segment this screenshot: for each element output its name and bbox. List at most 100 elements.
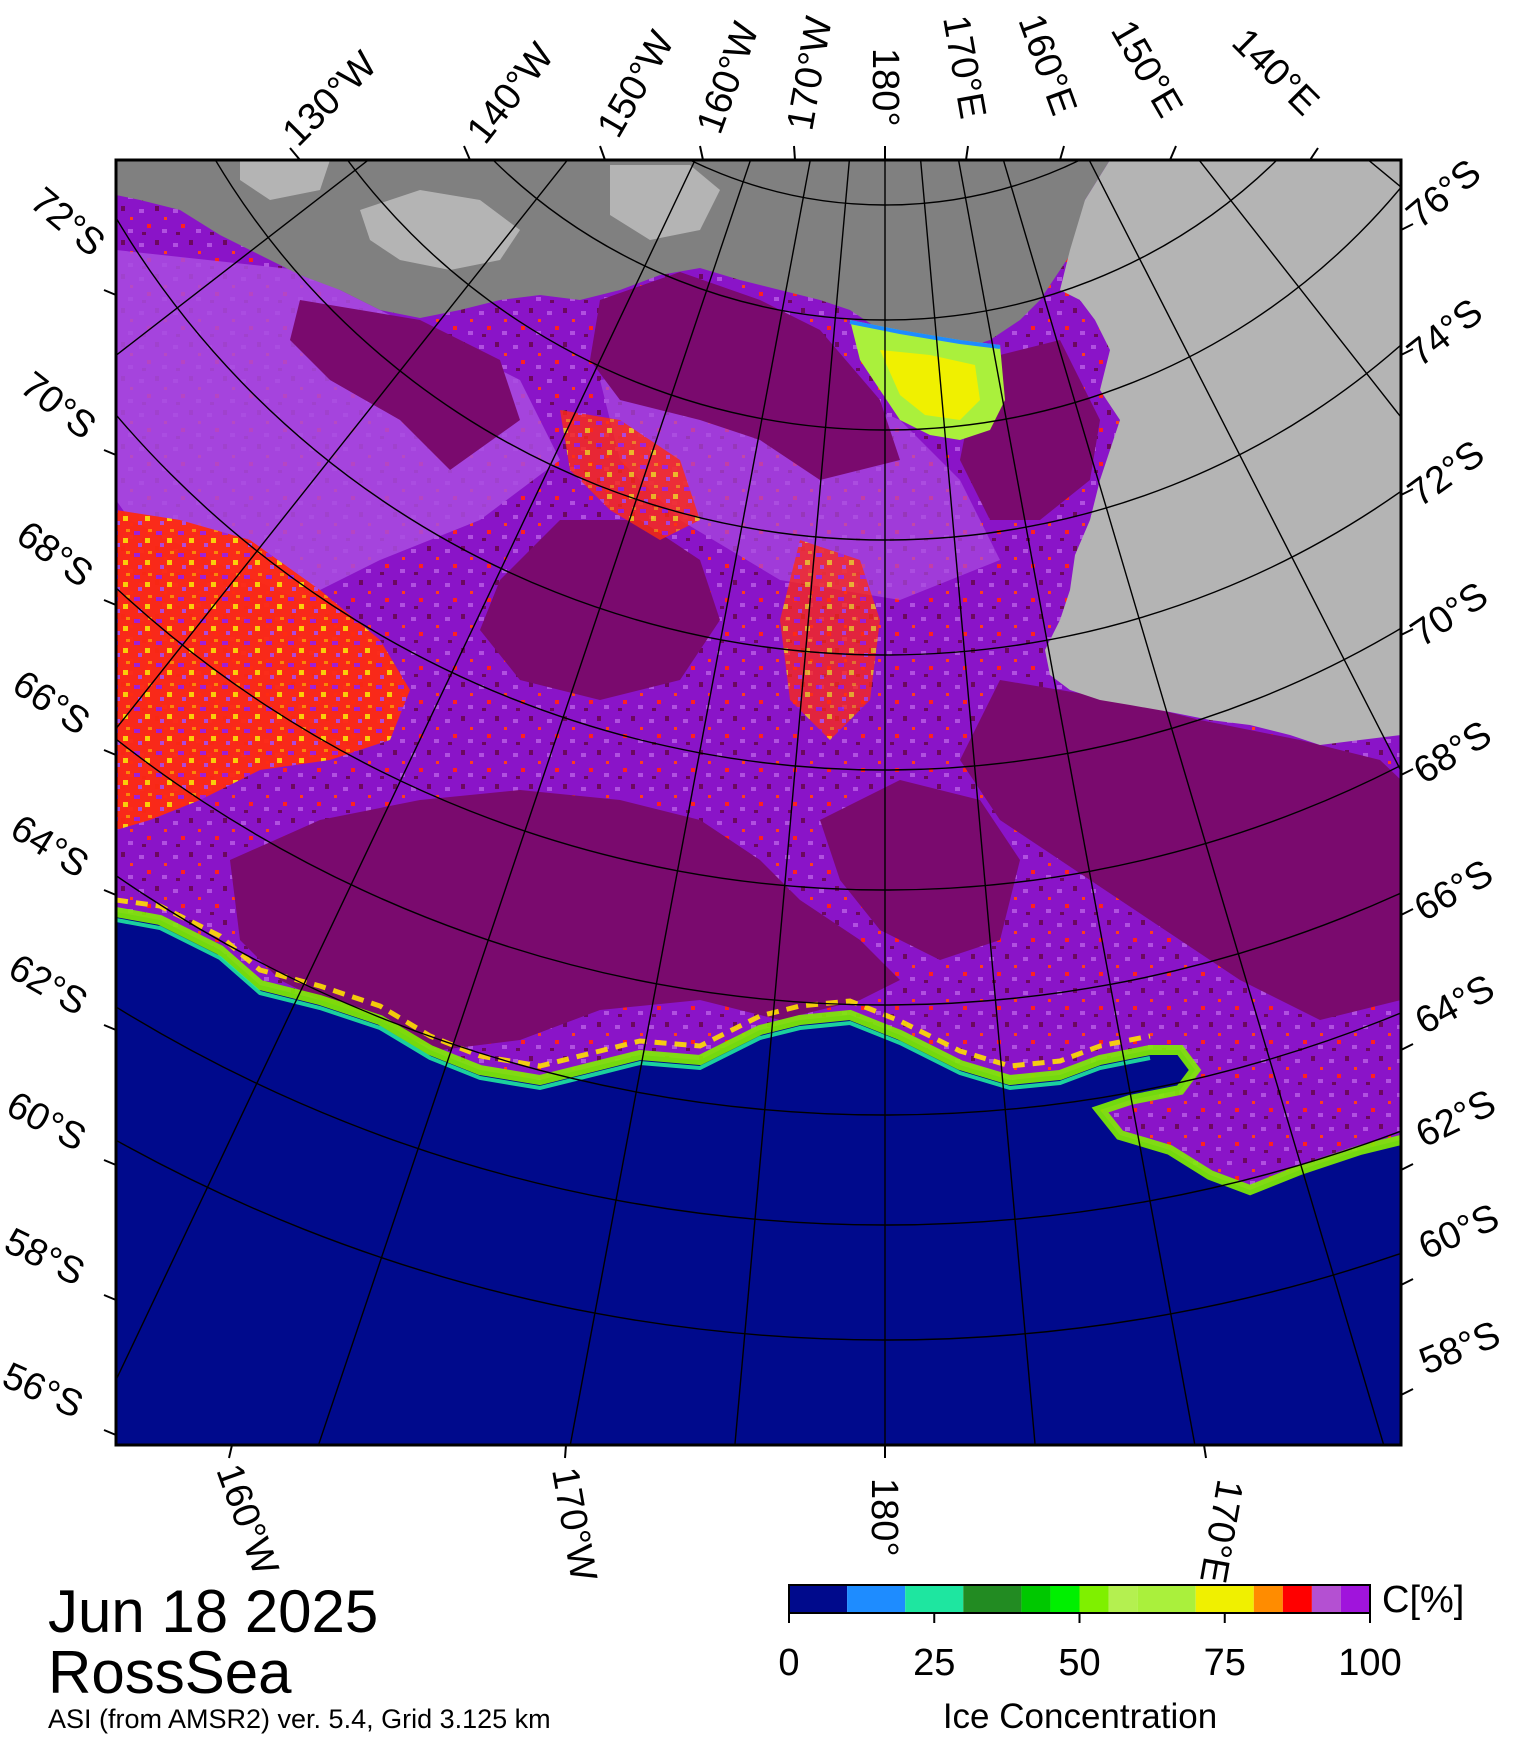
right-lat-label: 68°S (1407, 713, 1499, 793)
parallel-line (116, 586, 1401, 891)
bottom-lon-label: 160°W (208, 1459, 287, 1581)
right-lat-label: 62°S (1410, 1082, 1503, 1156)
polynya-rim (849, 320, 1001, 349)
parallel-line (116, 1139, 1401, 1341)
land-light-patch (610, 165, 720, 240)
parallel-line (492, 160, 1278, 321)
ice-light-region (116, 250, 560, 600)
colorbar-segment (1311, 1585, 1341, 1613)
map-date: Jun 18 2025 (48, 1578, 379, 1645)
right-lat-label: 72°S (1401, 433, 1493, 516)
low-ice-field (560, 410, 700, 540)
right-lat-label: 58°S (1414, 1313, 1507, 1383)
left-lat-label: 58°S (0, 1220, 91, 1294)
parallel-line (214, 160, 1401, 541)
bottom-lon-label: 170°W (543, 1464, 604, 1584)
meridian-line (317, 160, 752, 1445)
colorbar-segment (1282, 1585, 1312, 1613)
left-lat-label: 60°S (0, 1084, 93, 1160)
ice-dark-region (290, 300, 520, 470)
parallel-line (116, 1005, 1401, 1226)
map-source: ASI (from AMSR2) ver. 5.4, Grid 3.125 km (48, 1704, 551, 1734)
parallel-line (346, 160, 1401, 431)
meridian-line (1002, 160, 1385, 1445)
land-light-patch (240, 160, 330, 200)
map-frame (114, 158, 1403, 1447)
land-dark (116, 160, 1110, 350)
colorbar-segment (1021, 1585, 1051, 1613)
top-lon-label: 160°W (689, 17, 768, 139)
parallel-line (116, 738, 1401, 1006)
meridian-line (116, 160, 696, 1381)
left-lat-label: 72°S (22, 180, 112, 265)
colorbar-segment (963, 1585, 1022, 1613)
ice-dark-region (230, 790, 900, 1050)
ice-edge-band-outer (116, 918, 1151, 1091)
ice-edge-band (116, 907, 1401, 1196)
colorbar-tick-label: 25 (913, 1642, 955, 1684)
colorbar-segment (1050, 1585, 1080, 1613)
map-region: RossSea (48, 1639, 292, 1706)
colorbar-segment (789, 1585, 848, 1613)
ice-dark-region (820, 780, 1020, 960)
parallel-line (116, 874, 1401, 1116)
top-lon-label: 180° (864, 48, 906, 127)
right-lat-label: 60°S (1413, 1196, 1506, 1268)
meridian-line (116, 160, 569, 730)
bottom-lon-label: 180° (863, 1478, 905, 1557)
colorbar-segments (789, 1585, 1370, 1613)
ice-dark-region (590, 272, 900, 480)
colorbar-tick-label: 50 (1058, 1642, 1100, 1684)
parallel-line (116, 413, 1401, 771)
top-lon-label: 170°E (934, 12, 993, 122)
left-lat-label: 66°S (5, 663, 97, 744)
top-lon-label: 170°W (780, 13, 841, 133)
colorbar-segment (1340, 1585, 1370, 1613)
meridian-line (1088, 160, 1401, 773)
parallel-line (688, 160, 1082, 206)
top-lon-label: 140°E (1224, 21, 1327, 124)
top-lon-label: 150°E (1102, 14, 1190, 125)
tick-marks (103, 145, 1414, 1459)
land-light-patch (360, 190, 520, 270)
right-lat-label: 64°S (1409, 967, 1502, 1043)
left-lat-label: 70°S (12, 364, 103, 448)
parallel-line (116, 216, 1401, 656)
ice-dark-region (480, 520, 720, 700)
colorbar-segment (847, 1585, 906, 1613)
meridian-line (116, 160, 370, 357)
colorbar-segment (1137, 1585, 1196, 1613)
colorbar-tick-label: 75 (1204, 1642, 1246, 1684)
meridian-line (1198, 160, 1401, 419)
meridian-line (734, 160, 851, 1445)
meridian-line (1367, 160, 1401, 188)
colorbar-segment (1195, 1585, 1254, 1613)
colorbar-title: Ice Concentration (943, 1697, 1217, 1736)
right-lat-label: 66°S (1408, 852, 1501, 930)
land-light (140, 160, 1401, 745)
graticule (116, 160, 1401, 1445)
colorbar-unit: C[%] (1382, 1579, 1464, 1621)
bottom-lon-label: 170°E (1191, 1476, 1250, 1586)
top-lon-label: 130°W (275, 44, 386, 155)
low-ice-field (116, 510, 410, 830)
colorbar-segment (1079, 1585, 1109, 1613)
colorbar-tick-label: 0 (778, 1642, 799, 1684)
left-lat-label: 64°S (3, 807, 95, 887)
colorbar-ticks: 0 25 50 75 100 (778, 1613, 1402, 1684)
left-lat-label: 56°S (0, 1355, 89, 1427)
meridian-line (569, 160, 811, 1445)
low-ice-field (780, 540, 880, 740)
ice-edge-band-inner (116, 897, 1151, 1069)
colorbar-segment (1253, 1585, 1283, 1613)
top-lon-label: 150°W (589, 24, 683, 144)
right-lat-label: 74°S (1400, 291, 1491, 375)
colorbar-segment (1108, 1585, 1138, 1613)
colorbar-tick-label: 100 (1338, 1642, 1401, 1684)
top-lon-label: 160°E (1010, 9, 1085, 121)
meridian-line (919, 160, 1036, 1445)
colorbar: 0 25 50 75 100 C[%] Ice Concentration (778, 1579, 1464, 1736)
left-lat-label: 62°S (2, 946, 95, 1024)
colorbar-segment (905, 1585, 964, 1613)
